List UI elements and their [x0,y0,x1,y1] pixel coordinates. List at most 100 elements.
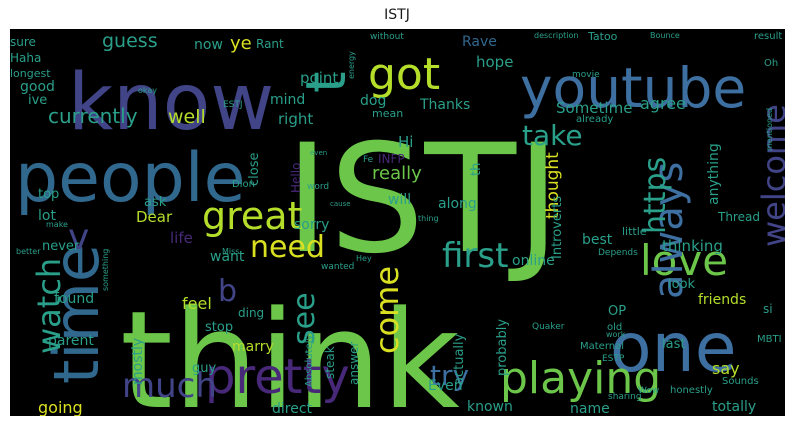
word-ding: ding [238,306,264,320]
word-look: look [668,277,696,292]
word-absolutely: Absolutely [304,335,315,387]
word-now: now [194,37,223,53]
word-miss: Miss [222,247,239,256]
word-well: well [168,106,206,128]
word-found: found [54,291,94,307]
word-depends: Depends [598,248,638,258]
word-dear: Dear [136,208,173,226]
word-hope: hope [476,53,513,71]
word-online: online [512,253,555,269]
word-mentioned: mentioned [765,108,774,151]
word-oh: Oh [764,58,778,69]
word-estj: ESTJ [223,100,243,110]
word-really: really [372,163,422,184]
word-want: want [210,249,245,265]
word-direct: direct [272,401,313,416]
word-movie: movie [572,70,600,80]
word-sorry: sorry [294,217,329,233]
word-point: point [300,69,338,87]
word-cloud: ISTJ think know people youtube time one pretty p… [10,29,785,416]
word-know: know [68,58,274,148]
word-need: need [250,230,325,265]
word-sharing: sharing [608,392,642,402]
word-best: best [582,232,613,248]
word-never: never [42,239,80,254]
word-haha: Haha [10,51,41,65]
word-one: one [610,309,737,388]
word-result: result [754,31,782,42]
word-parent: parent [48,333,94,349]
word-fe: Fe [363,155,374,165]
word-thing: thing [418,214,439,223]
word-https: https [638,157,673,234]
word-try: try [430,359,469,392]
word-first: first [442,236,508,276]
word-right: right [278,110,313,128]
word-t: t [294,71,358,93]
word-description: description [534,31,578,40]
word-always: always [646,162,692,299]
word-th: th [469,163,484,176]
word-close: close [247,153,262,186]
word-probably: probably [495,319,510,376]
word-come: come [368,266,406,354]
word-wanted: wanted [321,262,354,272]
word-welcome: welcome [755,104,785,247]
word-known: known [467,399,513,415]
word-thinking: thinking [662,237,723,255]
word-thought: thought [543,152,563,219]
word-see: see [287,292,322,345]
word-totally: totally [712,399,756,415]
word-youtube: youtube [520,56,746,120]
word-mbti: MBTI [757,334,782,345]
word-thread: Thread [717,210,760,224]
word-steak: steak [323,346,337,379]
word-mostly: mostly [130,338,146,385]
word-dog: dog [360,93,386,109]
word-going: going [38,398,83,416]
word-agree: agree [640,94,686,113]
word-istj: ISTJ [285,113,560,287]
word-sometime: Sometime [556,99,632,117]
chart-title: ISTJ [384,7,410,23]
word-tatoo: Tatoo [587,30,618,43]
word-guess: guess [102,30,158,52]
word-estp: ESTP [602,354,625,364]
word-along: along [438,196,477,212]
word-hi: Hi [398,133,413,151]
word-introverts: Introverts [550,196,565,259]
word-time: time [40,244,113,384]
word-ive: ive [28,93,47,108]
word-v: v [68,217,89,258]
word-ask: ask [144,195,167,210]
word-good: good [20,79,55,95]
word-work: work [606,330,626,339]
word-hey: Hey [356,254,372,263]
word-friends: friends [698,292,746,308]
word-answer: answer [347,342,361,385]
word-sounds: Sounds [722,376,759,387]
word-great: great [202,194,302,238]
word-will: will [388,192,411,208]
word-mean: mean [372,107,403,120]
word-people: people [15,139,246,218]
word-last: last [662,337,685,352]
word-actually: actually [452,333,467,385]
word-cause: cause [330,200,351,208]
word-top: top [38,187,59,202]
word-little: little [622,225,647,238]
word-rave: Rave [462,34,497,50]
word-currently: currently [48,104,138,128]
word-name: name [570,401,610,416]
word-even: Even [428,378,463,394]
word-b: b [218,274,237,309]
word-rant: Rant [256,37,284,51]
word-honestly: honestly [670,385,713,396]
word-life: life [170,229,193,247]
word-sure: sure [10,35,36,49]
word-playing: playing [500,353,661,404]
word-got: got [368,49,440,100]
word-watch: watch [30,258,68,354]
word-okay: okay [138,86,157,95]
